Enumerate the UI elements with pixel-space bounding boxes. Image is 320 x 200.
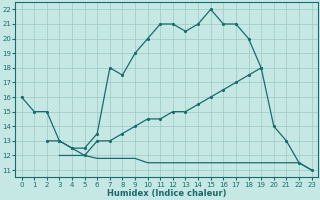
X-axis label: Humidex (Indice chaleur): Humidex (Indice chaleur) xyxy=(107,189,226,198)
